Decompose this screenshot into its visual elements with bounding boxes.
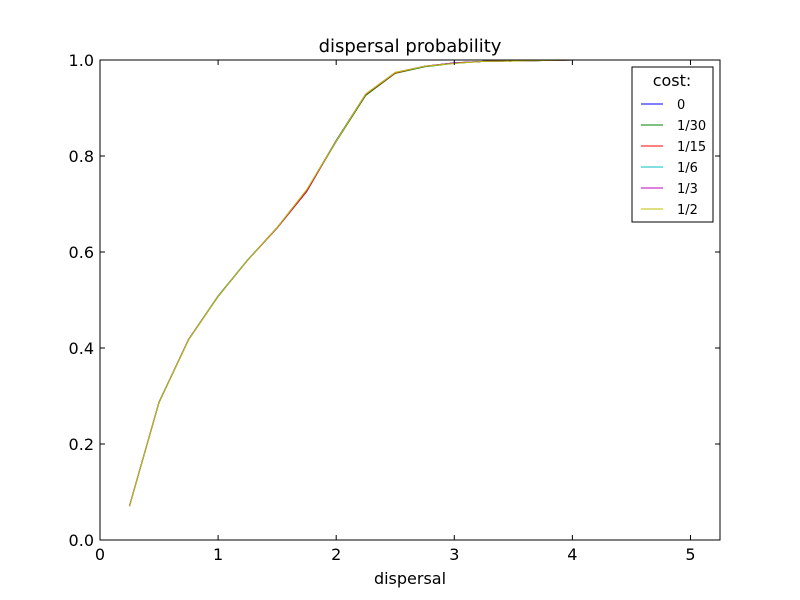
series-lines xyxy=(129,59,573,507)
plot-frame xyxy=(99,59,721,541)
y-tick-label: 0.0 xyxy=(69,531,94,550)
legend-label: 1/30 xyxy=(677,119,706,134)
legend-label: 1/3 xyxy=(677,182,698,197)
y-tick-label: 1.0 xyxy=(69,51,94,70)
legend-title: cost: xyxy=(653,71,692,90)
x-tick-label: 3 xyxy=(449,545,459,564)
y-tick-label: 0.6 xyxy=(69,243,94,262)
x-tick-label: 4 xyxy=(567,545,577,564)
y-tick-label: 0.2 xyxy=(69,435,94,454)
x-axis-label: dispersal xyxy=(374,569,446,588)
legend-box xyxy=(631,66,714,223)
x-tick-label: 1 xyxy=(213,545,223,564)
y-tick-label: 0.4 xyxy=(69,339,94,358)
chart-title: dispersal probability xyxy=(319,36,502,57)
series-line-1-2 xyxy=(129,59,573,507)
legend: cost: 0 1/30 1/15 1/6 1/3 1/2 xyxy=(631,66,714,223)
legend-label: 1/6 xyxy=(677,161,698,176)
legend-label: 1/2 xyxy=(677,203,698,218)
x-tick-label: 2 xyxy=(331,545,341,564)
legend-label: 1/15 xyxy=(677,140,706,155)
x-tick-label: 0 xyxy=(95,545,105,564)
axis-ticks: 0 1 2 3 4 5 0.0 0.2 0.4 0.6 0.8 1.0 xyxy=(69,51,720,564)
x-tick-label: 5 xyxy=(685,545,695,564)
legend-label: 0 xyxy=(677,98,685,113)
y-tick-label: 0.8 xyxy=(69,147,94,166)
